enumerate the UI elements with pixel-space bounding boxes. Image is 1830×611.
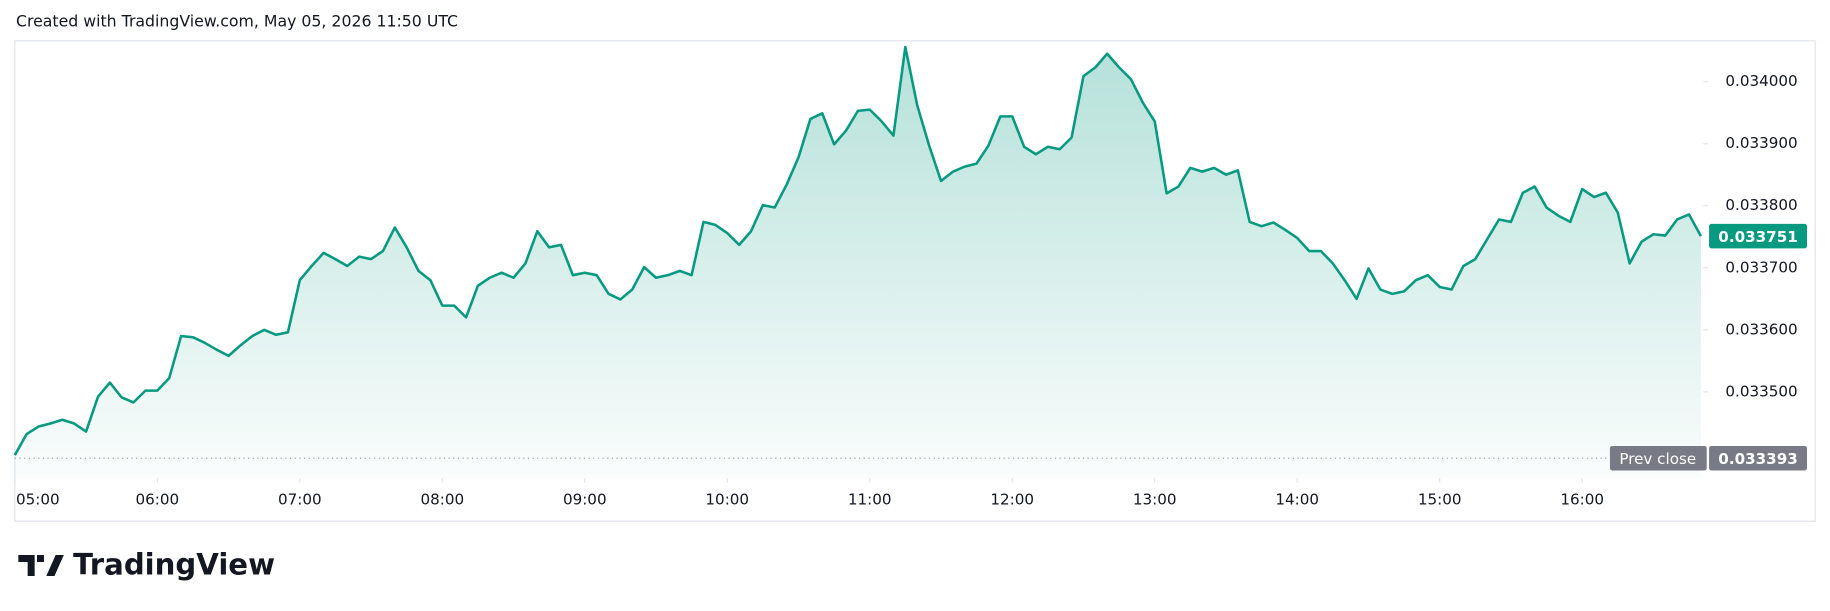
- last-price-label: 0.033751: [1718, 228, 1798, 246]
- y-tick-label: 0.033600: [1725, 320, 1797, 338]
- prev-close-title: Prev close: [1619, 450, 1696, 468]
- x-tick-label: 06:00: [135, 491, 179, 509]
- y-tick-label: 0.033500: [1725, 382, 1797, 400]
- x-tick-label: 10:00: [705, 491, 749, 509]
- x-tick-label: 05:00: [16, 491, 60, 509]
- x-tick-label: 15:00: [1418, 491, 1462, 509]
- brand-name: TradingView: [73, 548, 275, 582]
- x-tick-label: 07:00: [278, 491, 322, 509]
- x-tick-label: 12:00: [990, 491, 1034, 509]
- y-tick-label: 0.033900: [1725, 134, 1797, 152]
- prev-close-badge: [1709, 445, 1808, 471]
- area-fill: [14, 46, 1701, 479]
- x-tick-label: 09:00: [563, 491, 607, 509]
- caption: Created with TradingView.com, May 05, 20…: [16, 12, 458, 31]
- x-tick-label: 08:00: [420, 491, 464, 509]
- brand-logo: [18, 555, 64, 577]
- y-tick-label: 0.033800: [1725, 196, 1797, 214]
- x-tick-label: 11:00: [848, 491, 892, 509]
- price-line: [13, 45, 1703, 456]
- x-tick-label: 16:00: [1560, 491, 1604, 509]
- chart-frame: [14, 40, 1816, 522]
- prev-close-tag: [1609, 445, 1707, 471]
- x-tick-label: 14:00: [1275, 491, 1319, 509]
- prev-close-value: 0.033393: [1718, 450, 1798, 468]
- y-tick-label: 0.033700: [1725, 258, 1797, 276]
- y-tick-label: 0.034000: [1725, 72, 1797, 90]
- plot: 0.033500 0.033600 0.033700 0.033800 0.033900…: [13, 45, 1808, 509]
- last-price-badge: [1709, 223, 1808, 249]
- x-tick-label: 13:00: [1133, 491, 1177, 509]
